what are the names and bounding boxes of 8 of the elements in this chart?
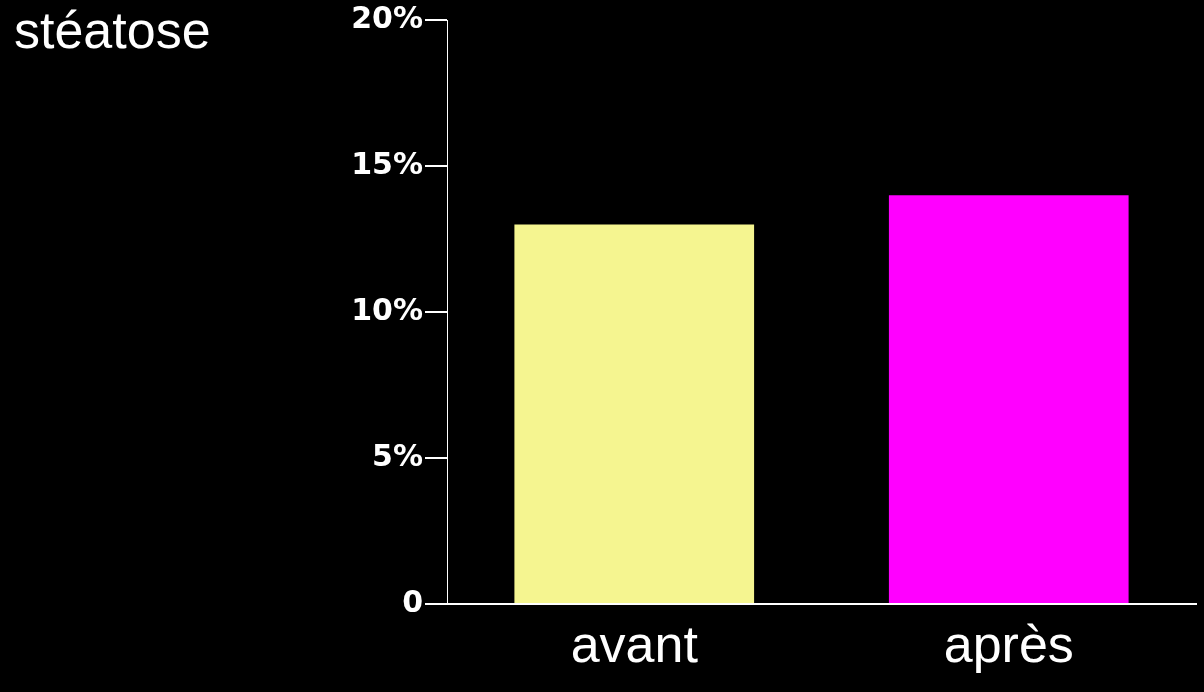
y-tick-label: 15% xyxy=(351,145,423,181)
y-tick-label: 0 xyxy=(402,583,423,619)
x-tick-label: avant xyxy=(570,614,699,673)
y-tick-label: 5% xyxy=(372,437,423,473)
y-tick-label: 20% xyxy=(351,0,423,35)
y-tick-label: 10% xyxy=(351,291,423,327)
x-tick-label: après xyxy=(943,614,1074,673)
y-axis-title: stéatose xyxy=(14,1,211,60)
